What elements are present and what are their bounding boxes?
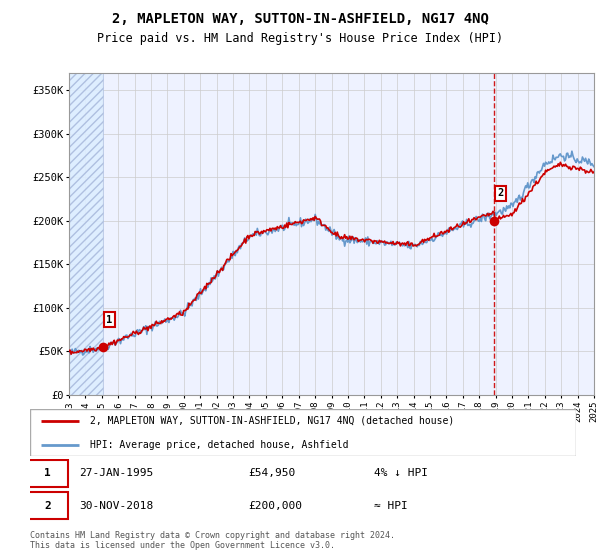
Bar [69,73,103,395]
Text: 27-JAN-1995: 27-JAN-1995 [79,468,154,478]
Text: 2: 2 [44,501,51,511]
Text: 2, MAPLETON WAY, SUTTON-IN-ASHFIELD, NG17 4NQ (detached house): 2, MAPLETON WAY, SUTTON-IN-ASHFIELD, NG1… [90,416,454,426]
Text: ≈ HPI: ≈ HPI [374,501,408,511]
Text: 30-NOV-2018: 30-NOV-2018 [79,501,154,511]
Text: £54,950: £54,950 [248,468,296,478]
Text: £200,000: £200,000 [248,501,302,511]
FancyBboxPatch shape [27,460,68,487]
Text: Contains HM Land Registry data © Crown copyright and database right 2024.
This d: Contains HM Land Registry data © Crown c… [30,531,395,550]
Text: HPI: Average price, detached house, Ashfield: HPI: Average price, detached house, Ashf… [90,440,349,450]
Text: 1: 1 [106,315,112,325]
Text: 1: 1 [44,468,51,478]
Text: 4% ↓ HPI: 4% ↓ HPI [374,468,428,478]
Text: Price paid vs. HM Land Registry's House Price Index (HPI): Price paid vs. HM Land Registry's House … [97,32,503,45]
Text: 2: 2 [497,188,504,198]
FancyBboxPatch shape [27,492,68,519]
Text: 2, MAPLETON WAY, SUTTON-IN-ASHFIELD, NG17 4NQ: 2, MAPLETON WAY, SUTTON-IN-ASHFIELD, NG1… [112,12,488,26]
